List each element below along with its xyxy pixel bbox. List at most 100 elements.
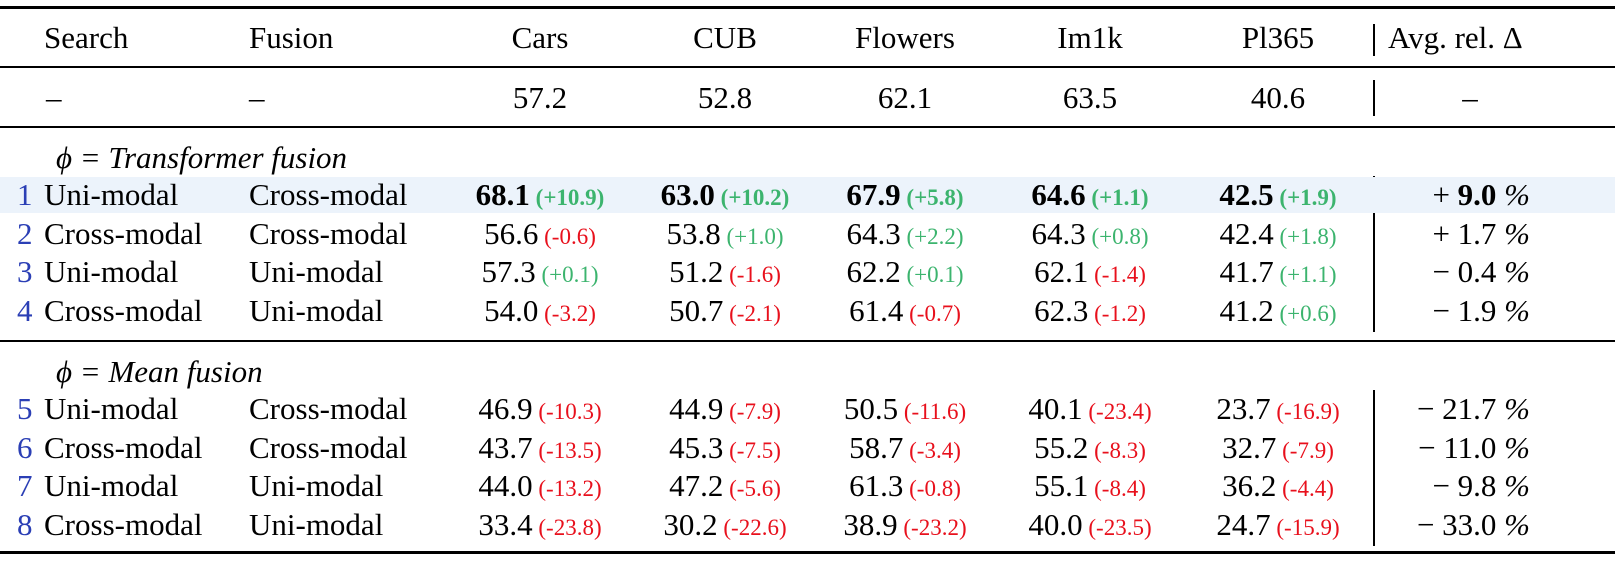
- row-value: 68.1: [475, 177, 530, 212]
- section-rule: [0, 340, 1615, 342]
- row-avg: + 1.7 %: [1380, 216, 1530, 252]
- row-value: 62.1: [1034, 254, 1089, 289]
- row-value-cell: 67.9 (+5.8): [795, 177, 1015, 213]
- row-avg-unit: %: [1496, 254, 1530, 289]
- row-avg-sign: −: [1432, 254, 1458, 289]
- row-avg-sign: −: [1416, 506, 1443, 542]
- row-value-cell: 45.3 (-7.5): [615, 430, 835, 466]
- row-avg: − 21.7 %: [1380, 391, 1530, 427]
- row-delta: (-23.2): [897, 514, 967, 540]
- row-fusion: Cross-modal: [249, 177, 408, 212]
- row-value: 40.0: [1028, 506, 1083, 542]
- row-delta: (-8.4): [1088, 476, 1146, 501]
- row-value-cell: 64.3 (+2.2): [795, 216, 1015, 252]
- row-index: 2: [17, 215, 33, 251]
- row-avg-unit: %: [1496, 391, 1530, 426]
- row-value-cell: 63.0 (+10.2): [615, 177, 835, 213]
- row-value: 61.4: [849, 292, 904, 328]
- header-cars: Cars: [511, 20, 569, 55]
- row-delta: (-5.6): [723, 476, 781, 501]
- row-avg-unit: %: [1496, 292, 1530, 328]
- row-delta: (-8.3): [1088, 437, 1146, 463]
- row-avg: + 9.0 %: [1380, 177, 1530, 213]
- row-value-cell: 24.7 (-15.9): [1168, 507, 1388, 543]
- row-value: 64.3: [1031, 215, 1086, 251]
- row-value: 62.2: [846, 254, 901, 289]
- row-delta: (-1.2): [1088, 300, 1146, 326]
- header-search: Search: [44, 20, 129, 55]
- row-delta: (-1.6): [723, 262, 781, 287]
- row-avg-value: 1.7: [1457, 215, 1497, 251]
- row-value: 51.2: [669, 254, 724, 289]
- baseline-cars: 57.2: [512, 80, 568, 115]
- row-delta: (-23.8): [532, 514, 602, 540]
- header-avg: Avg. rel. Δ: [1388, 20, 1523, 55]
- baseline-search: –: [46, 80, 62, 115]
- section-title-symbol: ϕ: [56, 354, 73, 389]
- row-value-cell: 36.2 (-4.4): [1168, 468, 1388, 504]
- avg-divider-baseline: [1373, 80, 1375, 116]
- row-delta: (+10.2): [714, 185, 790, 210]
- row-value: 24.7: [1216, 506, 1271, 542]
- row-value-cell: 61.3 (-0.8): [795, 468, 1015, 504]
- row-avg-unit: %: [1496, 506, 1530, 542]
- section-title-text: = Mean fusion: [72, 354, 263, 389]
- row-value-cell: 61.4 (-0.7): [795, 293, 1015, 329]
- row-value-cell: 50.5 (-11.6): [795, 391, 1015, 427]
- row-index: 1: [17, 177, 33, 212]
- row-delta: (-23.4): [1082, 399, 1152, 424]
- row-index: 6: [17, 429, 33, 465]
- baseline-rule: [0, 126, 1615, 128]
- header-im1k: Im1k: [1057, 20, 1123, 55]
- row-value: 44.0: [478, 468, 533, 503]
- row-value: 57.3: [481, 254, 536, 289]
- row-delta: (-10.3): [532, 399, 602, 424]
- row-value: 55.1: [1034, 468, 1089, 503]
- row-delta: (+5.8): [900, 185, 964, 210]
- row-delta: (+10.9): [529, 185, 605, 210]
- row-delta: (-3.4): [903, 437, 961, 463]
- row-search: Uni-modal: [44, 391, 179, 426]
- bottom-rule: [0, 551, 1615, 554]
- row-avg: − 33.0 %: [1380, 507, 1530, 543]
- row-value-cell: 58.7 (-3.4): [795, 430, 1015, 466]
- row-delta: (+1.1): [1085, 185, 1149, 210]
- row-delta: (-15.9): [1270, 514, 1340, 540]
- row-value-cell: 54.0 (-3.2): [430, 293, 650, 329]
- row-avg-sign: −: [1432, 292, 1458, 328]
- row-value: 53.8: [666, 215, 721, 251]
- row-value-cell: 23.7 (-16.9): [1168, 391, 1388, 427]
- row-value: 41.2: [1219, 292, 1274, 328]
- row-value: 36.2: [1222, 468, 1277, 503]
- row-delta: (-16.9): [1270, 399, 1340, 424]
- row-delta: (+0.1): [535, 262, 599, 287]
- row-avg-value: 11.0: [1443, 429, 1497, 465]
- row-delta: (-22.6): [717, 514, 787, 540]
- row-value-cell: 62.1 (-1.4): [980, 254, 1200, 290]
- top-rule: [0, 6, 1615, 9]
- section-title-symbol: ϕ: [56, 140, 73, 175]
- row-value: 55.2: [1034, 429, 1089, 465]
- row-value-cell: 55.2 (-8.3): [980, 430, 1200, 466]
- row-value: 47.2: [669, 468, 724, 503]
- row-value: 42.4: [1219, 215, 1274, 251]
- row-fusion: Uni-modal: [249, 506, 384, 542]
- row-search: Cross-modal: [44, 215, 203, 251]
- row-value: 33.4: [478, 506, 533, 542]
- row-value-cell: 64.3 (+0.8): [980, 216, 1200, 252]
- row-delta: (+0.1): [900, 262, 964, 287]
- row-value: 67.9: [846, 177, 901, 212]
- row-index: 8: [17, 506, 33, 542]
- row-avg-unit: %: [1496, 177, 1530, 212]
- row-delta: (-13.5): [532, 437, 602, 463]
- row-delta: (-11.6): [898, 399, 967, 424]
- highlighted-row-bg: [0, 177, 1615, 213]
- row-value-cell: 57.3 (+0.1): [430, 254, 650, 290]
- row-index: 7: [17, 468, 33, 503]
- row-value-cell: 55.1 (-8.4): [980, 468, 1200, 504]
- row-value-cell: 42.5 (+1.9): [1168, 177, 1388, 213]
- row-search: Uni-modal: [44, 468, 179, 503]
- row-avg-value: 1.9: [1457, 292, 1497, 328]
- row-search: Uni-modal: [44, 254, 179, 289]
- row-avg-unit: %: [1496, 215, 1530, 251]
